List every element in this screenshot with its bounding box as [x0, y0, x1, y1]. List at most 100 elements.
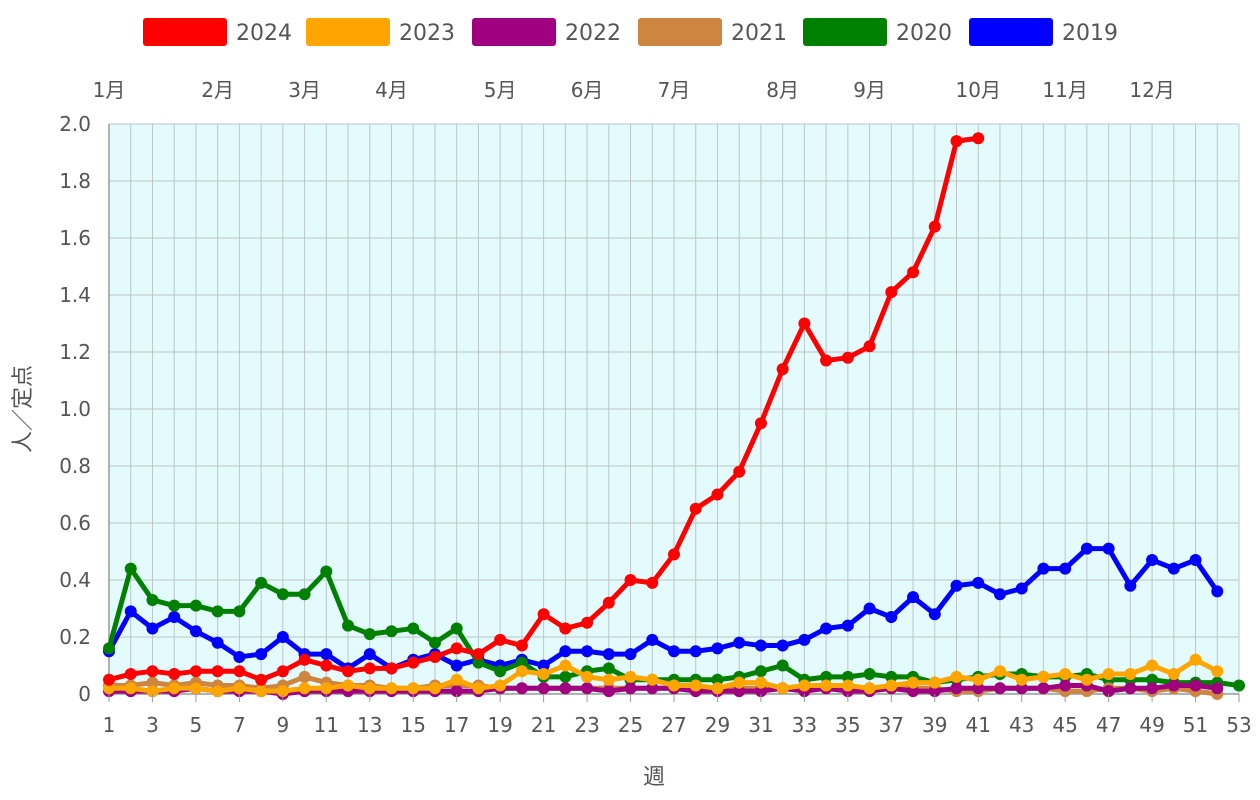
- data-point: [515, 665, 528, 678]
- data-point: [537, 668, 550, 681]
- legend-item-2021: 2021: [638, 18, 787, 46]
- data-point: [602, 648, 615, 661]
- data-point: [1211, 585, 1224, 598]
- legend-label: 2022: [565, 21, 621, 46]
- y-tick-label: 1.6: [59, 226, 91, 250]
- series-layer: [103, 132, 1245, 700]
- x-tick-label: 15: [401, 713, 426, 737]
- y-tick-label: 1.8: [59, 169, 91, 193]
- data-point: [668, 679, 680, 692]
- data-point: [407, 682, 420, 695]
- month-label: 9月: [853, 78, 886, 102]
- legend-swatch: [143, 18, 227, 46]
- data-point: [168, 611, 181, 624]
- data-point: [1102, 668, 1115, 681]
- data-point: [298, 588, 311, 601]
- data-point: [342, 619, 355, 632]
- data-point: [407, 656, 420, 669]
- data-point: [711, 642, 724, 655]
- x-axis-title: 週: [643, 765, 665, 790]
- y-tick-label: 1.2: [59, 340, 91, 364]
- y-tick-label: 0: [78, 682, 91, 706]
- data-point: [863, 602, 876, 615]
- data-point: [537, 659, 550, 672]
- y-tick-label: 2.0: [59, 112, 91, 136]
- month-label: 5月: [484, 78, 517, 102]
- data-point: [320, 648, 333, 661]
- data-point: [841, 351, 854, 364]
- data-point: [537, 682, 550, 695]
- data-point: [863, 682, 876, 695]
- legend-swatch: [472, 18, 556, 46]
- data-point: [972, 576, 985, 589]
- data-point: [407, 622, 420, 635]
- data-point: [733, 636, 746, 649]
- x-tick-label: 1: [103, 713, 116, 737]
- data-point: [798, 679, 811, 692]
- data-point: [472, 648, 485, 661]
- data-point: [602, 596, 615, 609]
- data-point: [189, 625, 202, 638]
- data-point: [276, 588, 289, 601]
- data-point: [820, 670, 833, 683]
- data-point: [928, 220, 941, 233]
- month-label: 3月: [288, 78, 321, 102]
- data-point: [1037, 670, 1050, 683]
- data-point: [798, 317, 811, 330]
- data-point: [885, 679, 898, 692]
- data-point: [515, 656, 528, 669]
- data-point: [776, 659, 789, 672]
- data-point: [1124, 668, 1137, 681]
- data-point: [907, 591, 920, 604]
- x-tick-label: 51: [1183, 713, 1208, 737]
- data-point: [363, 662, 376, 675]
- legend-item-2019: 2019: [969, 18, 1118, 46]
- data-point: [1102, 542, 1115, 555]
- data-point: [972, 682, 985, 695]
- x-tick-label: 27: [661, 713, 686, 737]
- data-point: [907, 266, 920, 279]
- data-point: [559, 622, 572, 635]
- data-point: [1189, 679, 1202, 692]
- data-point: [276, 631, 289, 643]
- series-2023: [103, 653, 1224, 698]
- data-point: [298, 682, 311, 695]
- data-point: [124, 562, 137, 575]
- x-tick-label: 49: [1139, 713, 1164, 737]
- y-tick-label: 0.8: [59, 454, 91, 478]
- data-point: [863, 340, 876, 353]
- data-point: [624, 574, 637, 586]
- data-point: [189, 682, 202, 695]
- data-point: [711, 682, 724, 695]
- data-point: [928, 608, 941, 621]
- data-point: [733, 465, 746, 478]
- x-tick-label: 35: [835, 713, 860, 737]
- data-point: [1211, 665, 1224, 678]
- legend-swatch: [803, 18, 887, 46]
- data-point: [255, 673, 268, 686]
- month-label: 6月: [571, 78, 604, 102]
- data-point: [363, 682, 376, 695]
- data-point: [972, 673, 985, 686]
- data-point: [494, 633, 507, 646]
- y-tick-label: 1.0: [59, 397, 91, 421]
- data-point: [1146, 659, 1159, 672]
- x-tick-label: 47: [1096, 713, 1121, 737]
- data-point: [233, 650, 246, 663]
- data-point: [885, 286, 898, 299]
- x-tick-label: 41: [966, 713, 991, 737]
- legend-label: 2024: [236, 21, 292, 46]
- data-point: [689, 645, 702, 658]
- data-point: [1015, 582, 1028, 595]
- month-label: 11月: [1042, 78, 1087, 102]
- data-point: [907, 676, 920, 689]
- data-point: [537, 608, 550, 621]
- data-point: [1102, 685, 1115, 698]
- data-point: [189, 665, 202, 678]
- month-label: 1月: [93, 78, 126, 102]
- data-point: [559, 659, 572, 672]
- data-point: [1233, 679, 1245, 692]
- legend-swatch: [638, 18, 722, 46]
- legend-swatch: [969, 18, 1053, 46]
